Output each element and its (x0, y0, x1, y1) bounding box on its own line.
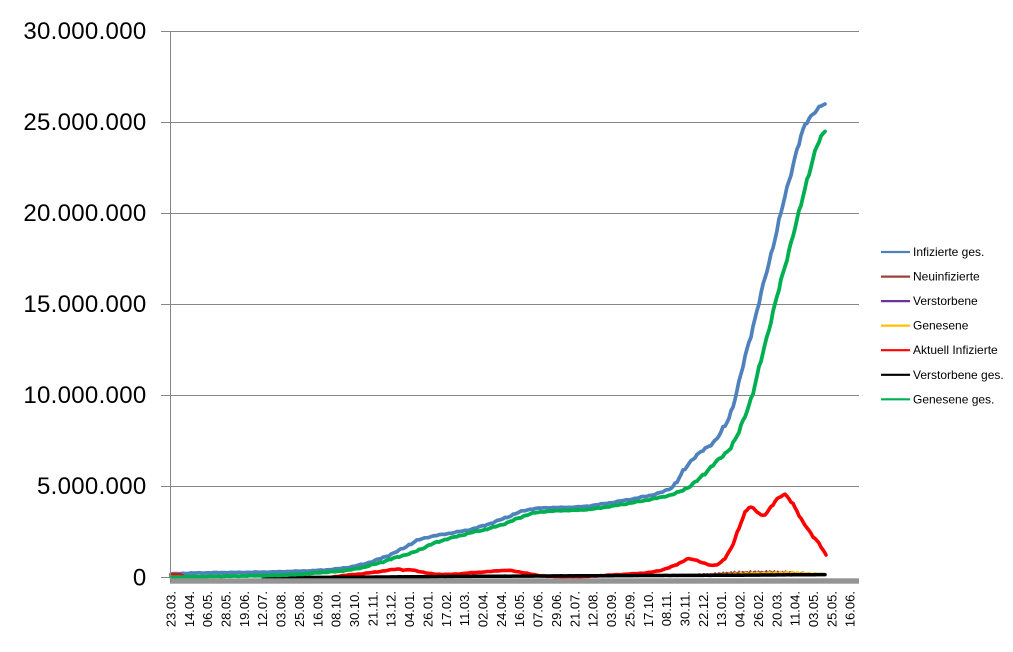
svg-text:13.12.: 13.12. (384, 591, 399, 627)
svg-text:08.11.: 08.11. (659, 591, 674, 626)
svg-text:16.05.: 16.05. (512, 591, 527, 627)
svg-text:20.000.000: 20.000.000 (23, 200, 146, 227)
svg-text:28.05.: 28.05. (219, 591, 234, 627)
svg-text:5.000.000: 5.000.000 (37, 473, 146, 500)
svg-text:Verstorbene ges.: Verstorbene ges. (913, 368, 1004, 382)
svg-text:17.10.: 17.10. (641, 591, 656, 627)
svg-text:19.06.: 19.06. (237, 591, 252, 627)
svg-text:30.000.000: 30.000.000 (23, 18, 146, 45)
svg-text:26.02.: 26.02. (751, 591, 766, 627)
svg-text:Infizierte ges.: Infizierte ges. (913, 245, 984, 259)
svg-text:25.08.: 25.08. (292, 591, 307, 627)
svg-text:Aktuell Infizierte: Aktuell Infizierte (913, 343, 998, 357)
svg-text:12.07.: 12.07. (255, 591, 270, 627)
svg-text:03.08.: 03.08. (274, 591, 289, 627)
svg-text:Genesene ges.: Genesene ges. (913, 392, 994, 406)
svg-text:11.04.: 11.04. (788, 591, 803, 626)
svg-text:Verstorbene: Verstorbene (913, 294, 978, 308)
svg-text:30.11.: 30.11. (678, 591, 693, 626)
svg-text:17.02.: 17.02. (439, 591, 454, 627)
svg-text:21.11.: 21.11. (365, 591, 380, 626)
svg-text:24.04.: 24.04. (494, 591, 509, 627)
svg-text:Genesene: Genesene (913, 319, 969, 333)
svg-text:11.03.: 11.03. (457, 591, 472, 626)
svg-text:16.06.: 16.06. (843, 591, 858, 627)
svg-text:16.09.: 16.09. (310, 591, 325, 627)
svg-text:13.01.: 13.01. (714, 591, 729, 627)
svg-text:25.05.: 25.05. (824, 591, 839, 627)
svg-text:12.08.: 12.08. (586, 591, 601, 627)
svg-text:22.12.: 22.12. (696, 591, 711, 627)
svg-text:03.09.: 03.09. (604, 591, 619, 627)
svg-text:03.05.: 03.05. (806, 591, 821, 627)
svg-text:23.03.: 23.03. (163, 591, 178, 627)
svg-text:25.09.: 25.09. (622, 591, 637, 627)
svg-text:26.01.: 26.01. (420, 591, 435, 627)
svg-text:25.000.000: 25.000.000 (23, 109, 146, 136)
svg-text:0: 0 (133, 565, 147, 592)
svg-text:10.000.000: 10.000.000 (23, 382, 146, 409)
svg-text:07.06.: 07.06. (531, 591, 546, 627)
svg-text:15.000.000: 15.000.000 (23, 291, 146, 318)
svg-text:04.02.: 04.02. (733, 591, 748, 627)
svg-text:30.10.: 30.10. (347, 591, 362, 627)
svg-text:04.01.: 04.01. (402, 591, 417, 627)
svg-text:08.10.: 08.10. (329, 591, 344, 627)
svg-text:06.05.: 06.05. (200, 591, 215, 627)
svg-text:Neuinfizierte: Neuinfizierte (913, 270, 980, 284)
svg-text:02.04.: 02.04. (476, 591, 491, 627)
svg-text:14.04.: 14.04. (182, 591, 197, 627)
svg-text:29.06.: 29.06. (549, 591, 564, 627)
svg-text:20.03.: 20.03. (769, 591, 784, 627)
svg-text:21.07.: 21.07. (567, 591, 582, 627)
